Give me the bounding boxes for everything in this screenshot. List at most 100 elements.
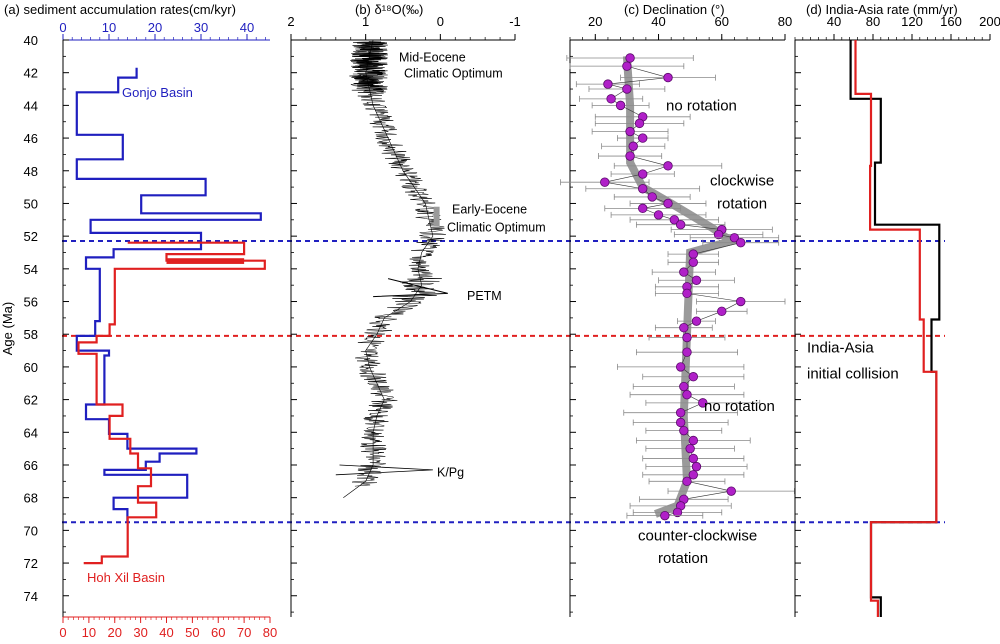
declination-point [688,453,699,464]
age-tick-label: 70 [24,523,38,538]
declination-point [679,322,689,333]
panel-a-sediment-rates: (a) sediment accumulation rates(cm/kyr) 0… [4,2,277,640]
panel-d-annotation: India-Asia [807,339,874,356]
declination-point [622,84,632,94]
declination-point [682,389,692,400]
declination-point [736,237,746,248]
petm-excursion [373,278,448,298]
declination-point [691,275,702,285]
mid-eocene-dense-record [350,41,388,93]
panel-d-title: (d) India-Asia rate (mm/yr) [806,2,958,17]
declination-point [682,288,692,299]
age-tick-label: 44 [24,98,38,113]
declination-point [688,257,699,268]
declination-point [688,249,699,259]
panel-a-bottom-tick-label: 10 [82,625,96,640]
declination-point [682,476,692,487]
declination-point [638,133,648,143]
panel-d-annotation: initial collision [807,365,899,382]
panel-a-top-axis-tick-label: 40 [240,20,254,35]
panel-d-india-asia-rate: (d) India-Asia rate (mm/yr)40 80 120 160 200… [794,2,1000,617]
declination-point [653,210,664,220]
panel-a-top-axis-tick-label: 30 [194,20,208,35]
panel-a-top-axis-tick-label: 10 [102,20,116,35]
panel-c-annotation: counter-clockwise [638,527,757,544]
age-axis: 40 42 44 46 48 50 52 54 56 58 60 62 64 66 68 70 72 74 Age … [0,33,38,604]
eeco-grey-bar [433,206,440,227]
panel-d-top-axis-tick-label: 120 [901,14,923,29]
declination-point [679,425,689,436]
declination-point [679,267,689,277]
panel-c-title: (c) Declination (°) [624,2,725,17]
delta-o18-record [349,41,446,487]
gonjo-basin-series [75,67,262,523]
panel-c-top-axis-tick-label: 40 [651,14,665,29]
india-asia-rate-black [849,40,941,617]
panel-a-bottom-tick-label: 30 [133,625,147,640]
gonjo-basin-label: Gonjo Basin [122,85,193,100]
age-tick-label: 52 [24,229,38,244]
declination-point [603,79,613,89]
declination-point [682,347,692,357]
age-tick-label: 54 [24,262,38,277]
hoh-xil-thick-segment [166,258,245,264]
declination-point [663,198,673,209]
panel-a-bottom-tick-label: 20 [108,625,122,640]
panel-b-top-axis-tick-label: 2 [287,14,294,29]
declination-point [698,398,708,408]
declination-point [622,61,632,71]
kpg-spike [335,464,433,476]
panel-b-annotation: Climatic Optimum [404,67,503,81]
panel-a-bottom-tick-label: 80 [263,625,277,640]
declination-point [726,486,736,496]
declination-point [675,362,686,372]
panel-a-top-axis-tick-label: 20 [148,20,162,35]
panel-d-top-axis-tick-label: 200 [979,14,1000,29]
panel-a-bottom-tick-label: 40 [159,625,173,640]
declination-point [717,306,727,317]
declination-point [663,161,673,171]
panel-a-top-axis-tick-label: 0 [59,20,66,35]
panel-c-annotation: clockwise [710,173,774,190]
age-tick-label: 60 [24,360,38,375]
panel-d-top-axis-tick-label: 40 [827,14,841,29]
age-tick-label: 58 [24,327,38,342]
india-asia-rate-red [854,40,938,617]
declination-point [638,184,648,194]
declination-point [625,53,635,63]
panel-c-annotation: no rotation [704,398,775,415]
age-tick-label: 42 [24,66,38,81]
declination-point [625,151,635,161]
panel-c-top-axis-tick-label: 20 [588,14,602,29]
declination-point [679,381,689,392]
panel-b-annotation: Early-Eocene [452,202,527,216]
panel-a-bottom-tick-label: 50 [185,625,199,640]
panel-c-top-axis-tick-label: 80 [778,14,792,29]
declination-point [688,435,699,446]
panel-c-annotation: no rotation [666,97,737,114]
age-tick-label: 40 [24,33,38,48]
hoh-xil-basin-label: Hoh Xil Basin [87,570,165,585]
age-tick-label: 50 [24,196,38,211]
panel-b-top-axis-tick-label: 1 [362,14,369,29]
declination-point [669,215,680,225]
age-tick-label: 46 [24,131,38,146]
declination-point [688,372,699,382]
panel-a-bottom-tick-label: 70 [237,625,251,640]
panel-c-top-axis-tick-label: 60 [715,14,729,29]
panel-c-annotation: rotation [658,550,708,567]
declination-point [685,443,695,454]
panel-d-top-axis-tick-label: 160 [940,14,962,29]
declination-point [638,169,648,179]
age-tick-label: 68 [24,491,38,506]
declination-point [663,72,673,83]
age-tick-label: 66 [24,458,38,473]
panel-b-annotation: PETM [467,289,502,303]
declination-point [606,94,616,104]
panel-c-annotation: rotation [717,195,767,212]
declination-point [688,470,699,480]
age-tick-label: 64 [24,425,38,440]
panel-a-title: (a) sediment accumulation rates(cm/kyr) [4,2,236,17]
panel-c-declination: (c) Declination (°) 20 40 60 80 no rotation cl… [560,2,795,617]
